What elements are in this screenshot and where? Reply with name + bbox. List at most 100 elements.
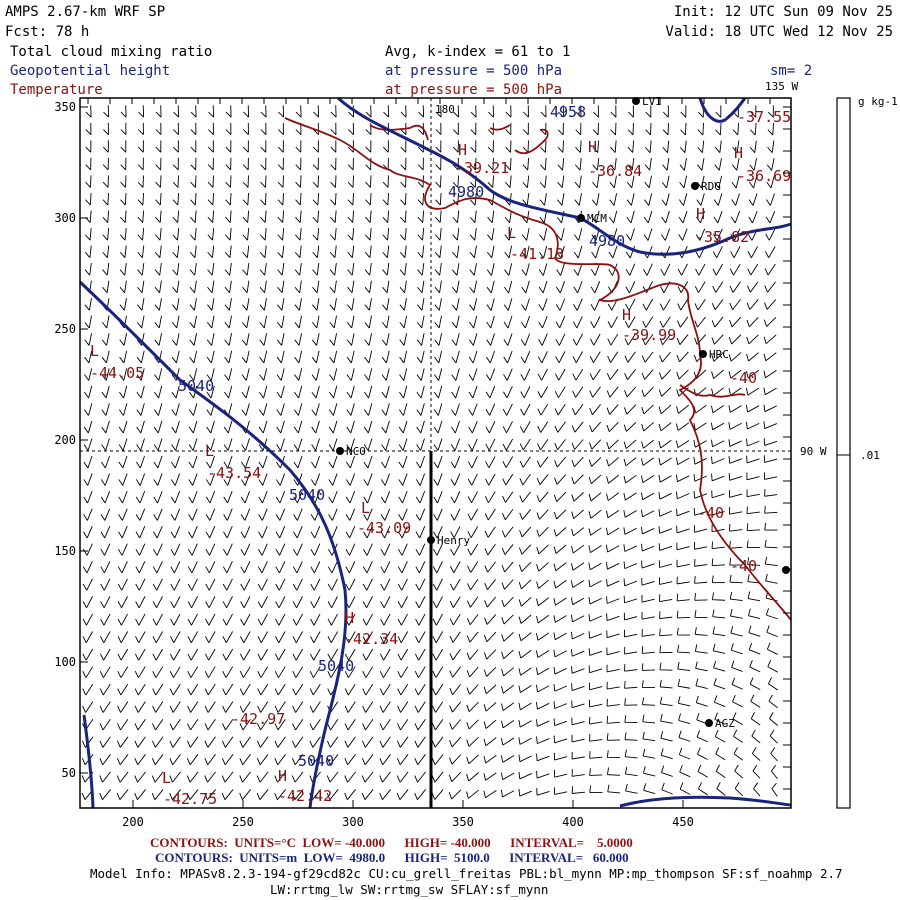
wind-barb [417,245,425,259]
y-tick-label: 50 [62,766,76,780]
temperature-label: L [90,342,99,360]
wind-barb [763,352,777,362]
wind-barb [767,122,775,136]
wind-barb [435,105,442,118]
wind-barb [627,158,635,171]
wind-barb [223,455,233,469]
wind-barb [172,227,180,241]
wind-barb [610,140,617,153]
wind-barb [103,105,110,118]
wind-barb [623,492,637,501]
wind-barb [535,667,550,676]
wind-barb [764,281,776,293]
station-marker[interactable] [427,536,435,544]
wind-barb [431,789,444,800]
wind-barb [417,263,425,276]
wind-barb [155,140,162,153]
wind-barb [589,785,603,794]
wind-barb [381,333,390,346]
station-marker[interactable] [782,566,790,574]
wind-barb [381,315,390,329]
wind-barb [257,736,269,748]
wind-barb [155,192,162,206]
height-label: 5040 [289,486,325,504]
wind-barb [84,263,92,276]
wind-barb [695,263,706,276]
wind-barb [451,298,460,311]
station-marker[interactable] [577,214,585,222]
wind-barb [553,684,567,692]
wind-barb [415,490,426,504]
x-tick-label: 300 [342,815,364,829]
colorbar-tick-label: .01 [860,449,880,462]
height-label: 5040 [178,377,214,395]
wind-barb [712,643,726,654]
wind-barb [468,438,478,451]
wind-barb [572,386,584,398]
wind-barb [151,771,164,783]
wind-barb [260,192,267,206]
wind-barb [100,526,111,539]
wind-barb [747,281,759,293]
temperature-label: -40 [730,369,757,387]
wind-barb [697,747,708,760]
wind-barb [102,227,110,241]
wind-barb [365,140,372,153]
wind-barb [606,579,620,587]
wind-barb [644,140,652,153]
wind-barb [153,508,163,521]
wind-barb [154,298,162,311]
wind-barb [641,577,655,586]
wind-barb [486,298,495,311]
wind-barb [467,473,478,486]
valid-time: Valid: 18 UTC Wed 12 Nov 25 [665,24,893,40]
station-marker[interactable] [336,447,344,455]
wind-barb [518,754,532,763]
wind-barb [484,526,496,538]
wind-barb [399,350,408,364]
wind-barb [397,701,409,713]
wind-barb [519,509,531,520]
wind-barb [313,105,320,118]
wind-barb [82,561,93,574]
wind-barb [535,632,550,641]
wind-barb [764,472,778,480]
field-cloud: Total cloud mixing ratio [10,44,212,60]
wind-barb [187,596,198,609]
init-time: Init: 12 UTC Sun 09 Nov 25 [674,4,893,20]
wind-barb [136,420,145,434]
wind-barb [99,718,111,731]
wind-barb [643,263,653,276]
wind-barb [625,298,636,311]
station-marker[interactable] [699,350,707,358]
wind-barb [467,578,479,591]
wind-barb [658,404,672,415]
wind-barb [100,596,111,609]
station-marker[interactable] [705,719,713,727]
wind-barb [242,175,249,188]
wind-barb [136,350,145,364]
wind-barb [134,736,146,748]
wind-barb [486,263,495,276]
wind-barb [416,350,425,364]
wind-barb [609,175,617,189]
wind-barb [260,210,267,223]
wind-barb [553,491,567,503]
wind-barb [379,771,391,783]
wind-barb [119,227,127,241]
station-marker[interactable] [691,182,699,190]
wind-barb [748,608,761,620]
wind-barb [155,122,162,136]
wind-barb [152,648,164,661]
wind-barb [765,608,778,620]
wind-barb [697,782,708,796]
wind-barb [452,228,460,241]
wind-barb [134,771,146,783]
wind-barb [764,539,778,549]
wind-barb [417,280,425,294]
wind-barb [728,473,743,481]
model-info: Model Info: MPASv8.2.3-194-gf29cd82c CU:… [90,866,843,881]
wind-barb [204,648,216,661]
station-label: LVI [642,95,662,108]
wind-barb [431,754,444,766]
